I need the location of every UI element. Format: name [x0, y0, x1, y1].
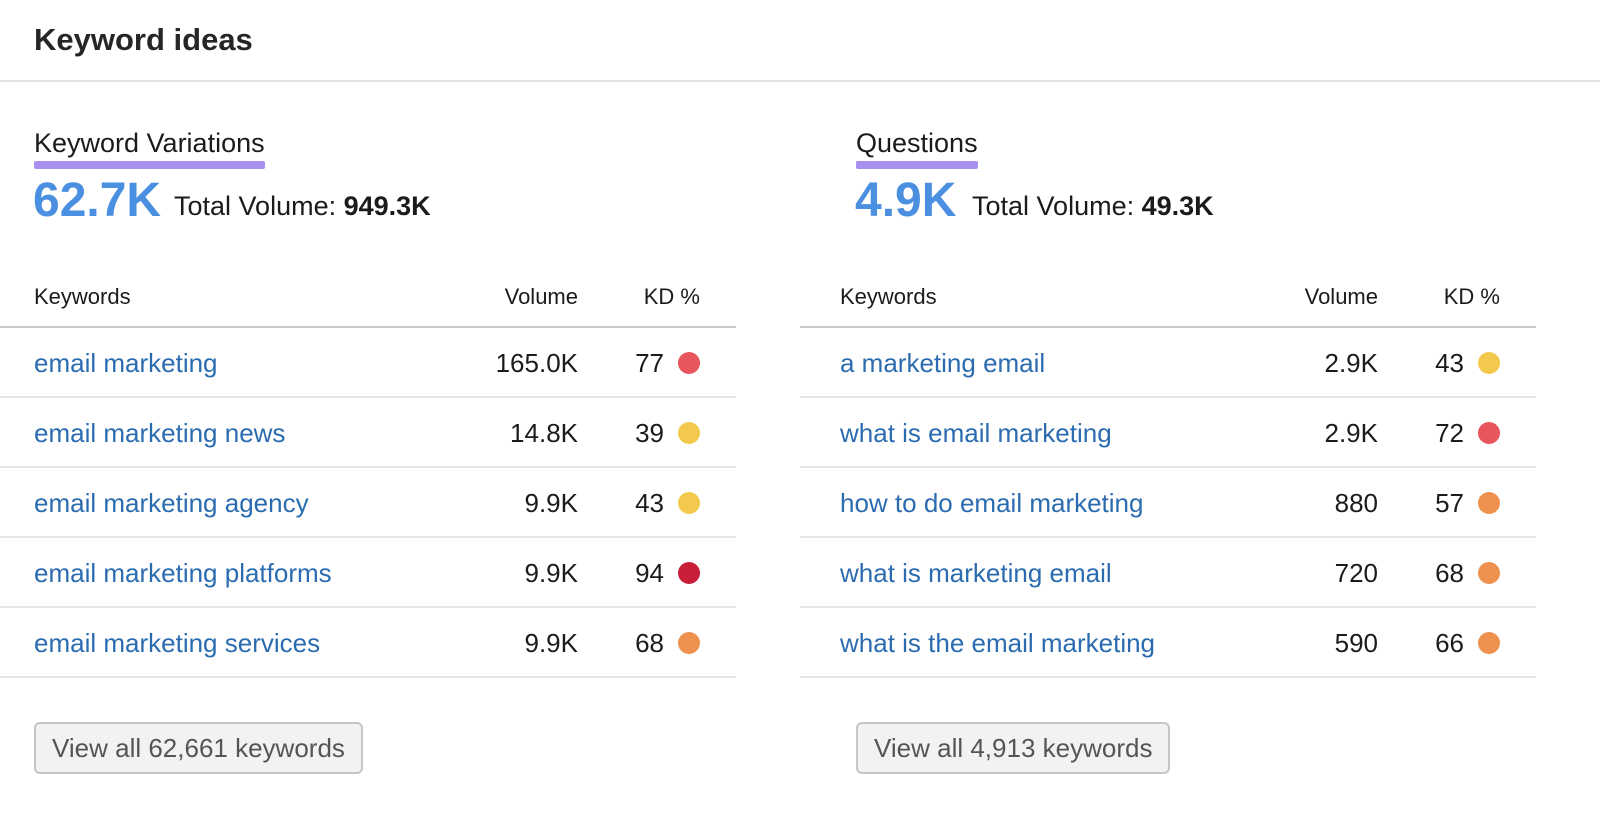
kd-difficulty-dot-icon [678, 632, 700, 654]
column-header-keywords: Keywords [840, 284, 937, 309]
table-row: what is email marketing 2.9K 72 [800, 398, 1536, 468]
table-row: email marketing agency 9.9K 43 [0, 468, 736, 538]
keyword-link[interactable]: what is marketing email [840, 558, 1112, 588]
section-title-underline [34, 161, 265, 169]
widget-title: Keyword ideas [34, 22, 253, 57]
keyword-count: 62.7K [33, 174, 162, 227]
table-row: email marketing 165.0K 77 [0, 328, 736, 398]
table-row: email marketing platforms 9.9K 94 [0, 538, 736, 608]
keyword-link[interactable]: how to do email marketing [840, 488, 1144, 518]
kd-difficulty-dot-icon [1478, 422, 1500, 444]
column-header-volume: Volume [1304, 284, 1378, 309]
total-volume-value: 949.3K [343, 191, 431, 221]
table-row: email marketing services 9.9K 68 [0, 608, 736, 678]
kd-difficulty-dot-icon [678, 422, 700, 444]
keyword-table: Keywords Volume KD % a marketing email 2… [800, 282, 1536, 678]
volume-value: 9.9K [524, 628, 579, 658]
table-row: how to do email marketing 880 57 [800, 468, 1536, 538]
section-title-questions[interactable]: Questions [856, 128, 978, 169]
kd-value: 68 [1435, 558, 1464, 588]
total-volume: Total Volume: 49.3K [972, 193, 1214, 220]
total-volume-label: Total Volume: [174, 191, 337, 221]
keyword-link[interactable]: email marketing news [34, 418, 286, 448]
kd-difficulty-dot-icon [1478, 492, 1500, 514]
total-volume: Total Volume: 949.3K [174, 193, 431, 220]
section-title-label: Questions [856, 128, 978, 158]
kd-difficulty-dot-icon [1478, 632, 1500, 654]
keyword-link[interactable]: email marketing [34, 348, 218, 378]
view-all-questions-button[interactable]: View all 4,913 keywords [856, 722, 1171, 774]
volume-value: 720 [1334, 558, 1378, 588]
kd-value: 94 [635, 558, 664, 588]
kd-value: 43 [635, 488, 664, 518]
column-header-kd: KD % [643, 284, 700, 309]
table-row: what is marketing email 720 68 [800, 538, 1536, 608]
view-all-keywords-button[interactable]: View all 62,661 keywords [34, 722, 363, 774]
column-header-volume: Volume [504, 284, 578, 309]
keyword-link[interactable]: email marketing agency [34, 488, 309, 518]
volume-value: 14.8K [510, 418, 578, 448]
kd-value: 66 [1435, 628, 1464, 658]
keyword-link[interactable]: email marketing platforms [34, 558, 332, 588]
column-header-kd: KD % [1443, 284, 1500, 309]
kd-value: 68 [635, 628, 664, 658]
keyword-link[interactable]: a marketing email [840, 348, 1046, 378]
kd-difficulty-dot-icon [678, 352, 700, 374]
section-title-label: Keyword Variations [34, 128, 265, 158]
kd-value: 72 [1435, 418, 1464, 448]
table-row: a marketing email 2.9K 43 [800, 328, 1536, 398]
kd-value: 43 [1435, 348, 1464, 378]
kd-difficulty-dot-icon [678, 492, 700, 514]
keyword-link[interactable]: email marketing services [34, 628, 321, 658]
volume-value: 9.9K [524, 558, 579, 588]
volume-value: 165.0K [495, 348, 578, 378]
volume-value: 590 [1334, 628, 1378, 658]
section-title-underline [856, 161, 978, 169]
table-row: what is the email marketing 590 66 [800, 608, 1536, 678]
volume-value: 880 [1334, 488, 1378, 518]
table-header: Keywords Volume KD % [0, 282, 736, 328]
volume-value: 2.9K [1324, 348, 1379, 378]
volume-value: 9.9K [524, 488, 579, 518]
kd-value: 57 [1435, 488, 1464, 518]
keyword-count: 4.9K [855, 174, 957, 227]
kd-value: 77 [635, 348, 664, 378]
kd-value: 39 [635, 418, 664, 448]
total-volume-value: 49.3K [1141, 191, 1214, 221]
keyword-table: Keywords Volume KD % email marketing 165… [0, 282, 736, 678]
column-header-keywords: Keywords [34, 284, 131, 309]
widget-header: Keyword ideas [0, 0, 1600, 82]
table-header: Keywords Volume KD % [800, 282, 1536, 328]
section-title-keyword-variations[interactable]: Keyword Variations [34, 128, 265, 169]
keyword-link[interactable]: what is email marketing [840, 418, 1112, 448]
kd-difficulty-dot-icon [1478, 352, 1500, 374]
total-volume-label: Total Volume: [972, 191, 1135, 221]
kd-difficulty-dot-icon [678, 562, 700, 584]
keyword-link[interactable]: what is the email marketing [840, 628, 1156, 658]
table-row: email marketing news 14.8K 39 [0, 398, 736, 468]
kd-difficulty-dot-icon [1478, 562, 1500, 584]
volume-value: 2.9K [1324, 418, 1379, 448]
